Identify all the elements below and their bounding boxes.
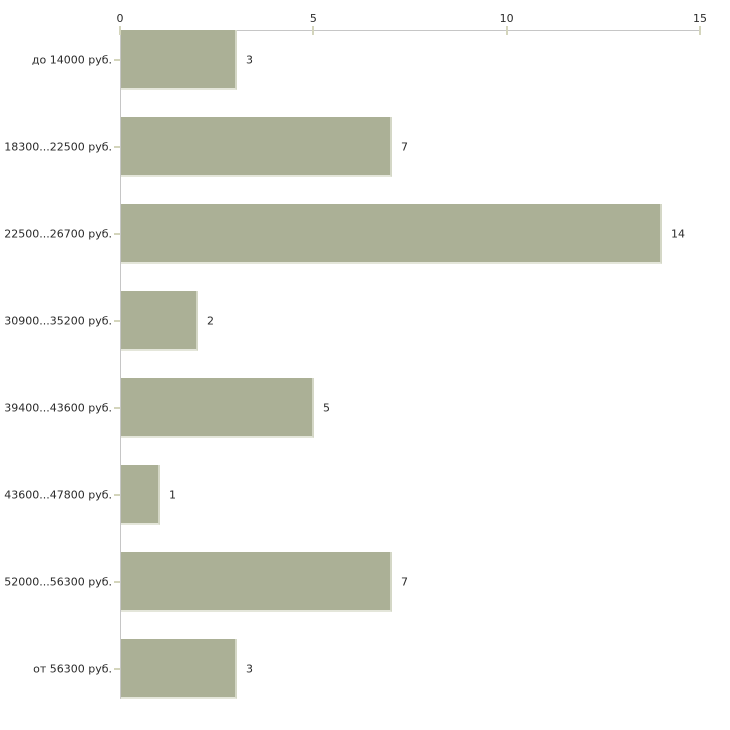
x-tick-mark <box>505 26 508 35</box>
category-label: 43600...47800 руб. <box>4 488 112 502</box>
bar-value-label: 7 <box>401 575 408 589</box>
bar-value-label: 7 <box>401 140 408 154</box>
x-tick-label: 0 <box>116 12 124 25</box>
category-label: 18300...22500 руб. <box>4 140 112 154</box>
bar-value-label: 3 <box>246 662 253 676</box>
category-label: до 14000 руб. <box>31 53 112 67</box>
category-tick-mark <box>114 581 120 583</box>
category-label: 52000...56300 руб. <box>4 575 112 589</box>
bar <box>121 117 392 177</box>
x-axis-line <box>120 30 700 31</box>
x-tick-label: 10 <box>499 12 514 25</box>
bar <box>121 378 314 438</box>
x-tick-label: 15 <box>693 12 707 25</box>
bar-value-label: 2 <box>207 314 214 328</box>
y-axis-line <box>120 30 121 699</box>
x-tick-mark <box>699 26 701 35</box>
category-label: от 56300 руб. <box>33 662 112 676</box>
category-tick-mark <box>114 320 120 322</box>
bar-value-label: 1 <box>169 488 176 502</box>
x-tick-mark <box>119 26 121 35</box>
category-label: 30900...35200 руб. <box>4 314 112 328</box>
bar <box>121 30 237 90</box>
category-label: 22500...26700 руб. <box>4 227 112 241</box>
bar <box>121 639 237 699</box>
x-tick-mark <box>312 26 315 35</box>
category-tick-mark <box>114 146 120 148</box>
category-tick-mark <box>114 668 120 670</box>
bar-value-label: 5 <box>323 401 330 415</box>
bar-value-label: 3 <box>246 53 253 67</box>
bar <box>121 465 160 525</box>
bar <box>121 204 662 264</box>
category-tick-mark <box>114 233 120 235</box>
x-tick-label: 5 <box>309 12 317 25</box>
category-label: 39400...43600 руб. <box>4 401 112 415</box>
category-tick-mark <box>114 59 120 61</box>
bar-value-label: 14 <box>671 227 685 241</box>
bar <box>121 291 198 351</box>
category-tick-mark <box>114 407 120 409</box>
category-tick-mark <box>114 494 120 496</box>
bar <box>121 552 392 612</box>
